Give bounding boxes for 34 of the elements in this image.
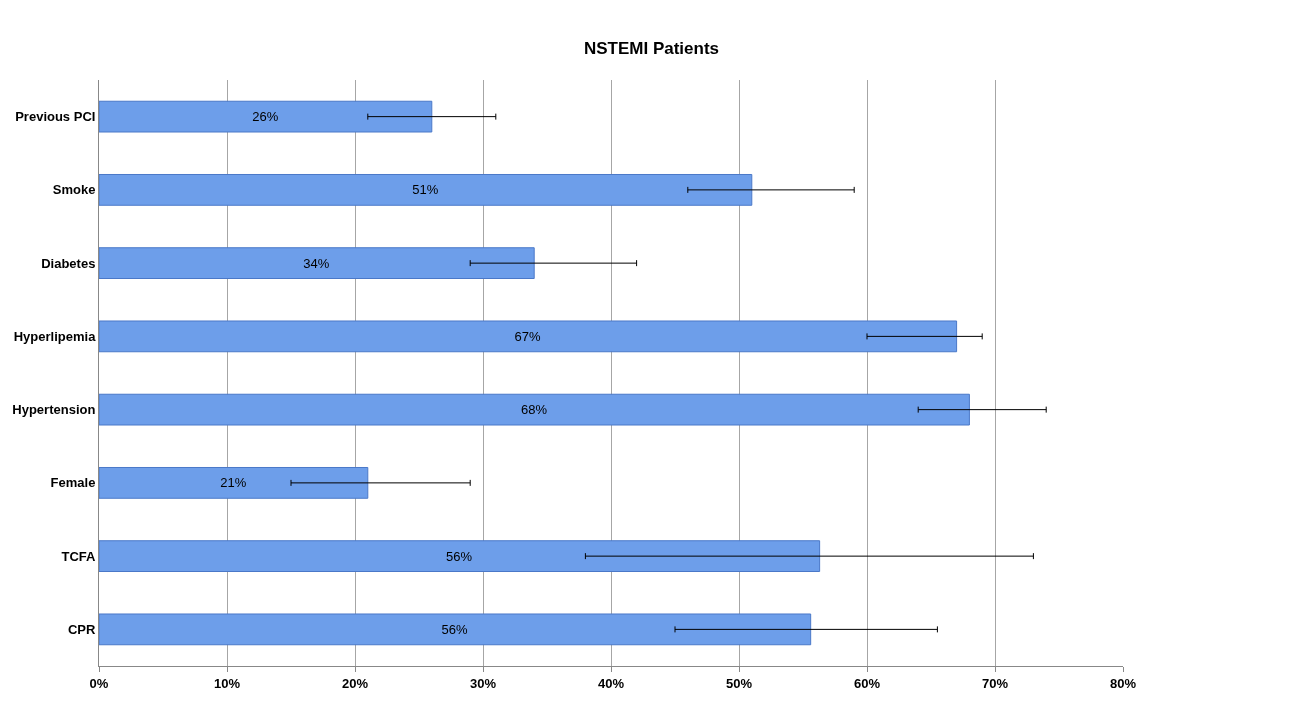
bar (99, 173, 753, 206)
bar (99, 393, 970, 426)
x-tick-label: 30% (469, 675, 497, 691)
y-tick-label: Female (50, 475, 96, 491)
data-label: 34% (303, 255, 330, 271)
data-label: 67% (514, 328, 542, 344)
x-tick-label: 0% (89, 675, 109, 691)
data-label: 21% (220, 475, 247, 491)
y-tick-label: Smoke (52, 182, 96, 198)
chart-title: NSTEMI Patients (583, 39, 720, 59)
data-label: 51% (412, 182, 439, 198)
data-label: 26% (252, 109, 279, 125)
bar (99, 320, 958, 353)
data-label: 56% (441, 621, 469, 637)
bar (99, 247, 535, 280)
y-tick-label: CPR (67, 621, 97, 637)
y-tick-label: Hypertension (12, 402, 96, 418)
bar (99, 100, 433, 133)
data-label: 68% (520, 402, 548, 418)
y-tick-label: TCFA (61, 548, 96, 564)
data-label: 56% (446, 548, 473, 564)
x-tick-label: 80% (1109, 675, 1137, 691)
y-tick-label: Previous PCI (15, 109, 96, 125)
y-tick-label: Diabetes (41, 255, 96, 271)
x-tick-label: 50% (725, 675, 753, 691)
y-tick-label: Hyperlipemia (13, 328, 97, 344)
x-tick-label: 20% (341, 675, 369, 691)
bar (99, 613, 812, 646)
bar (99, 540, 821, 573)
x-tick-label: 40% (597, 675, 625, 691)
bar (99, 466, 369, 499)
x-tick-label: 70% (981, 675, 1009, 691)
x-tick-label: 60% (853, 675, 881, 691)
x-tick-label: 10% (213, 675, 241, 691)
